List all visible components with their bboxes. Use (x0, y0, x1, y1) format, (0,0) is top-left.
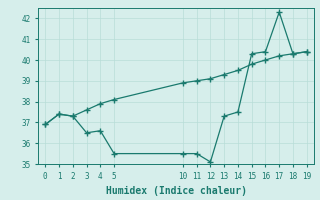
X-axis label: Humidex (Indice chaleur): Humidex (Indice chaleur) (106, 186, 246, 196)
